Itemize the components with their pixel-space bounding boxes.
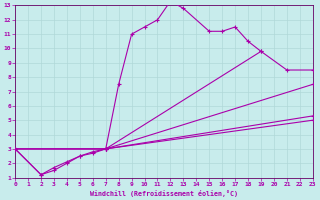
X-axis label: Windchill (Refroidissement éolien,°C): Windchill (Refroidissement éolien,°C) xyxy=(90,190,238,197)
